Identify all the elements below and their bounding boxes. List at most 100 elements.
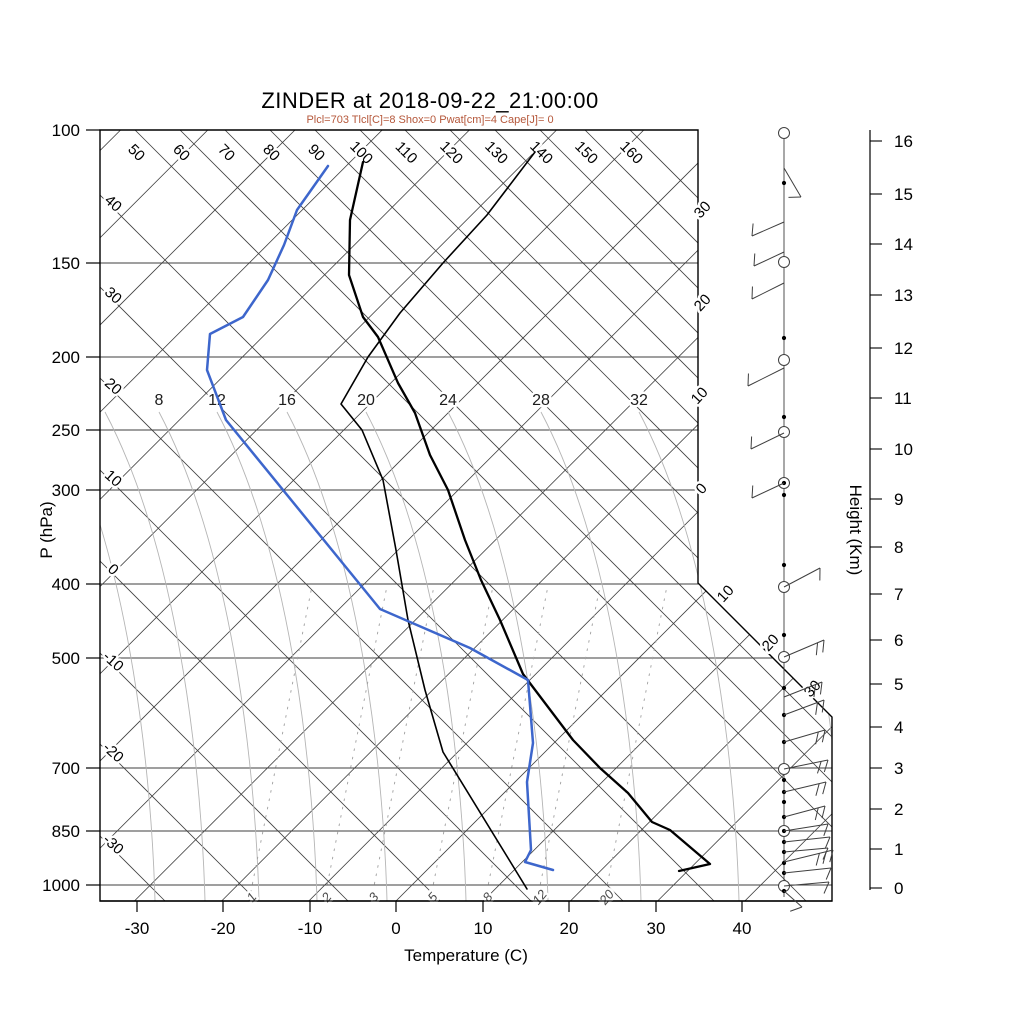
svg-text:32: 32 — [630, 392, 648, 409]
dry-adiabat-line — [629, 130, 832, 901]
wind-barb — [783, 867, 832, 880]
svg-text:14: 14 — [894, 235, 913, 254]
temperature-curve — [347, 160, 712, 873]
wind-barb — [783, 805, 826, 821]
plot-boundary — [99, 129, 833, 902]
isotherm-line — [134, 130, 832, 901]
svg-text:0: 0 — [391, 919, 400, 938]
wind-barb — [751, 282, 785, 300]
svg-text:10: 10 — [101, 467, 125, 491]
svg-text:50: 50 — [124, 141, 148, 165]
svg-text:2: 2 — [318, 889, 335, 906]
moist-adiabat-line — [158, 411, 260, 901]
svg-text:0: 0 — [894, 879, 903, 898]
wind-marker-dot — [781, 799, 787, 805]
wind-marker-circle — [778, 256, 790, 268]
svg-text:850: 850 — [52, 822, 80, 841]
dry-adiabat-line — [100, 835, 166, 901]
svg-text:70: 70 — [214, 141, 238, 165]
isotherm-line — [482, 130, 832, 901]
wind-barb — [753, 251, 785, 267]
svg-text:20: 20 — [357, 392, 375, 409]
svg-text:30: 30 — [647, 919, 666, 938]
svg-text:24: 24 — [439, 392, 457, 409]
wind-marker-circle — [778, 426, 790, 438]
wind-barb — [783, 836, 831, 849]
moist-adiabat-line — [447, 411, 549, 901]
svg-text:8: 8 — [894, 538, 903, 557]
dry-adiabat-line — [224, 130, 832, 901]
svg-text:10: 10 — [894, 440, 913, 459]
wind-barb — [783, 847, 829, 860]
moist-adiabat-lines — [100, 411, 832, 901]
svg-text:7: 7 — [894, 585, 903, 604]
svg-text:8: 8 — [479, 889, 496, 905]
svg-text:130: 130 — [481, 138, 511, 168]
wind-barb — [783, 781, 827, 796]
svg-text:-10: -10 — [99, 648, 126, 675]
wind-barb — [783, 729, 826, 745]
svg-text:150: 150 — [52, 254, 80, 273]
svg-text:140: 140 — [526, 138, 556, 168]
svg-text:150: 150 — [571, 138, 601, 168]
svg-text:1000: 1000 — [42, 876, 80, 895]
svg-text:80: 80 — [259, 141, 283, 165]
isotherm-line — [657, 130, 832, 901]
svg-text:60: 60 — [169, 141, 193, 165]
temperature-axis-title: Temperature (C) — [404, 946, 528, 965]
wind-marker-circle — [778, 127, 790, 139]
dry-adiabat-lines — [100, 130, 832, 901]
moist-adiabat-line — [104, 411, 206, 901]
dry-adiabat-line — [179, 130, 832, 901]
svg-text:40: 40 — [101, 192, 125, 216]
dry-adiabat-line — [100, 286, 715, 901]
isotherm-line — [100, 130, 557, 901]
moist-adiabat-line — [365, 411, 467, 901]
dry-adiabat-line — [449, 130, 832, 901]
wind-marker-dot — [781, 492, 787, 498]
wind-barb — [783, 639, 825, 658]
wind-barb — [783, 881, 830, 894]
dry-adiabat-line — [269, 130, 832, 901]
svg-text:0: 0 — [104, 561, 122, 579]
moist-adiabat-line — [216, 411, 318, 901]
svg-text:120: 120 — [436, 138, 466, 168]
dry-adiabat-line — [134, 130, 832, 901]
svg-text:400: 400 — [52, 575, 80, 594]
svg-text:90: 90 — [304, 141, 328, 165]
isotherm-line — [570, 130, 832, 901]
isotherm-line — [744, 130, 832, 901]
svg-text:1: 1 — [243, 890, 259, 905]
wind-barb — [751, 482, 785, 499]
dry-adiabat-line — [494, 130, 832, 901]
wind-barb — [783, 823, 829, 836]
svg-text:30: 30 — [691, 198, 715, 222]
isotherm-line — [100, 130, 383, 901]
mixing-ratio-line — [248, 585, 313, 901]
svg-text:5: 5 — [424, 889, 441, 905]
svg-text:40: 40 — [733, 919, 752, 938]
svg-text:500: 500 — [52, 649, 80, 668]
svg-text:20: 20 — [596, 886, 618, 908]
svg-text:110: 110 — [392, 138, 421, 167]
dry-adiabat-line — [100, 652, 349, 901]
svg-text:100: 100 — [52, 121, 80, 140]
wind-column — [747, 127, 834, 912]
svg-text:-20: -20 — [99, 739, 126, 766]
wind-marker-dot — [781, 335, 787, 341]
moist-adiabat-line — [638, 411, 740, 901]
svg-text:1: 1 — [894, 840, 903, 859]
isotherm-line — [221, 130, 832, 901]
moist-adiabat-line — [100, 411, 156, 901]
svg-text:28: 28 — [532, 392, 550, 409]
dry-adiabat-line — [100, 377, 624, 901]
wind-marker-circle — [778, 354, 790, 366]
svg-text:11: 11 — [894, 389, 912, 408]
wind-marker-dot — [781, 632, 787, 638]
svg-text:15: 15 — [894, 185, 913, 204]
wind-marker-dot — [781, 777, 787, 783]
parcel-curve — [340, 151, 536, 890]
isotherm-line — [308, 130, 832, 901]
